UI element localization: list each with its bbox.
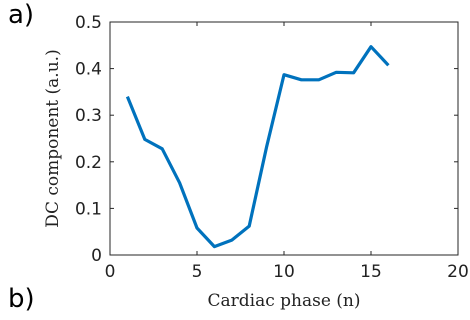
plot-frame [109, 21, 459, 256]
x-tick-label: 0 [105, 262, 116, 282]
y-tick-label: 0 [91, 246, 102, 266]
y-tick-label: 0.1 [75, 199, 102, 219]
panel-label-b: b) [8, 284, 35, 314]
x-tick-label: 20 [447, 262, 469, 282]
series-line [125, 45, 390, 249]
x-axis-label: Cardiac phase (n) [207, 291, 360, 311]
panel-label-a: a) [8, 0, 35, 30]
x-tick-label: 5 [192, 262, 203, 282]
y-tick-label: 0.2 [75, 153, 102, 173]
x-tick-label: 10 [273, 262, 295, 282]
y-tick-label: 0.3 [75, 106, 102, 126]
y-tick-label: 0.4 [75, 60, 102, 80]
x-tick-label: 15 [360, 262, 382, 282]
y-tick-label: 0.5 [75, 13, 102, 33]
y-axis-label: DC component (a.u.) [43, 49, 63, 227]
